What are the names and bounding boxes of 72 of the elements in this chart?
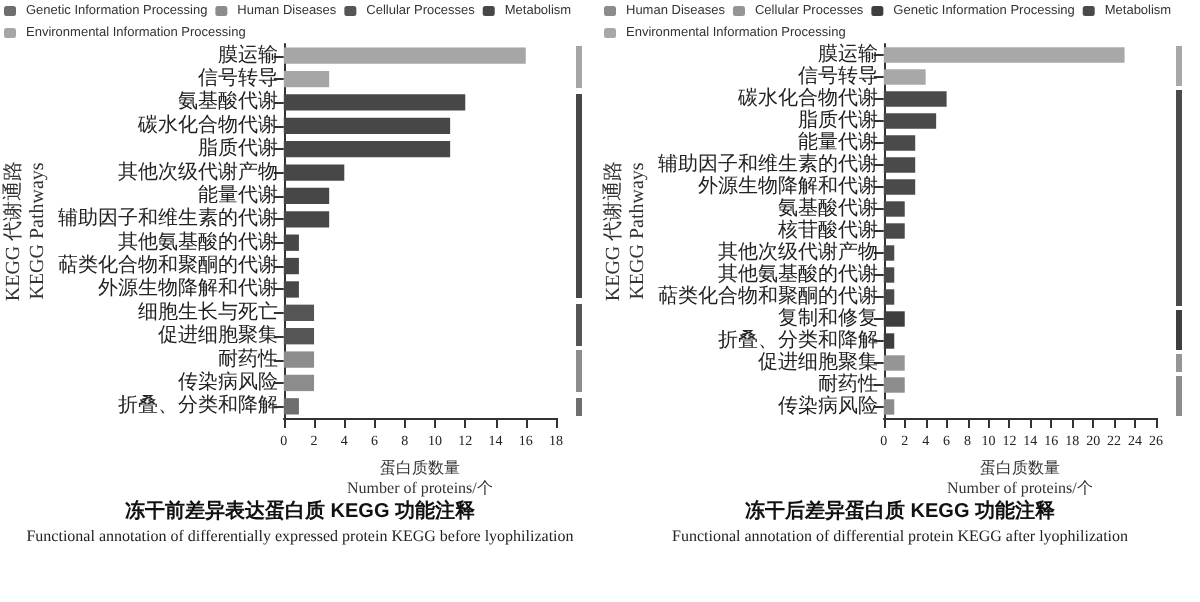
bar [283, 47, 526, 64]
y-tick-label: 碳水化合物代谢 [135, 112, 278, 137]
y-tick-label: 氨基酸代谢 [777, 196, 878, 220]
y-tick-label: 萜类化合物和聚酮的代谢 [57, 253, 278, 278]
y-tick-label: 氨基酸代谢 [177, 89, 278, 114]
bar [883, 91, 947, 107]
text: 冻干后差异蛋白质 KEGG 功能注释 [744, 499, 1057, 523]
bar [283, 234, 299, 251]
bar [883, 69, 926, 85]
y-tick-label: 脂质代谢 [197, 136, 278, 161]
x-axis-title: 蛋白质数量 Number of proteins/个 [947, 458, 1093, 497]
bar [883, 399, 895, 415]
y-tick-label: 其他次级代谢产物 [117, 159, 278, 184]
y-tick-label: 促进细胞聚集 [757, 350, 878, 374]
bar [883, 157, 916, 173]
y-tick-label: 能量代谢 [797, 130, 878, 154]
y-tick-label: 复制和修复 [777, 306, 878, 330]
y-tick-label: 萜类化合物和聚酮的代谢 [657, 284, 878, 308]
text: Functional annotation of differential protein KEGG after lyophilization [671, 527, 1129, 545]
bar [283, 211, 330, 228]
y-tick-label: 脂质代谢 [797, 108, 878, 132]
y-tick-label: 传染病风险 [777, 394, 878, 418]
y-tick-label: 其他氨基酸的代谢 [717, 262, 878, 286]
bar [283, 117, 451, 134]
y-axis-title: KEGG 代谢通路 KEGG Pathways [601, 160, 649, 302]
y-tick-label: 外源生物降解和代谢 [697, 174, 878, 198]
y-tick-label: 辅助因子和维生素的代谢 [657, 152, 878, 176]
y-tick-label: 能量代谢 [197, 182, 278, 207]
y-tick-label: 细胞生长与死亡 [137, 299, 278, 324]
y-tick-label: 外源生物降解和代谢 [97, 276, 278, 301]
y-tick-label: 碳水化合物代谢 [735, 86, 878, 110]
y-tick-label: 其他氨基酸的代谢 [117, 229, 278, 254]
bar [283, 398, 299, 415]
bar [883, 355, 905, 371]
y-tick-label: 传染病风险 [177, 369, 278, 394]
y-tick-label: 耐药性 [217, 346, 278, 371]
bar [283, 164, 345, 181]
bar [883, 135, 916, 151]
text: Functional annotation of differentially expressed protein KEGG before lyophilization [26, 527, 574, 545]
bar [883, 179, 916, 195]
y-tick-label: 耐药性 [817, 372, 878, 396]
y-tick-label: 折叠、分类和降解 [717, 328, 878, 352]
bar [283, 141, 451, 158]
bar [883, 245, 895, 261]
bar [283, 374, 315, 392]
bar [283, 187, 330, 205]
bar [883, 47, 1125, 63]
y-tick-label: 核苷酸代谢 [775, 218, 878, 242]
bar [883, 113, 937, 129]
y-tick-label: 辅助因子和维生素的代谢 [57, 206, 278, 231]
bar [283, 351, 315, 368]
y-tick-label: 信号转导 [197, 66, 278, 91]
y-tick-label: 信号转导 [797, 64, 878, 88]
bar [283, 304, 315, 321]
x-axis-title: 蛋白质数量 Number of proteins/个 [347, 458, 493, 497]
bar [883, 267, 895, 283]
bar [883, 377, 905, 393]
bar [283, 94, 466, 111]
y-tick-label: 膜运输 [217, 42, 278, 67]
y-tick-label: 折叠、分类和降解 [117, 393, 278, 418]
bar [283, 281, 299, 298]
y-axis-title: KEGG 代谢通路 KEGG Pathways [1, 160, 49, 302]
bar [883, 201, 905, 217]
bar [883, 223, 905, 239]
bar [883, 289, 895, 305]
text: 冻干前差异表达蛋白质 KEGG 功能注释 [124, 499, 477, 523]
bar [283, 328, 315, 345]
bar [283, 257, 299, 275]
bar [283, 70, 330, 88]
y-tick-label: 其他次级代谢产物 [717, 240, 878, 264]
y-tick-label: 膜运输 [817, 42, 878, 66]
y-tick-label: 促进细胞聚集 [157, 323, 278, 348]
